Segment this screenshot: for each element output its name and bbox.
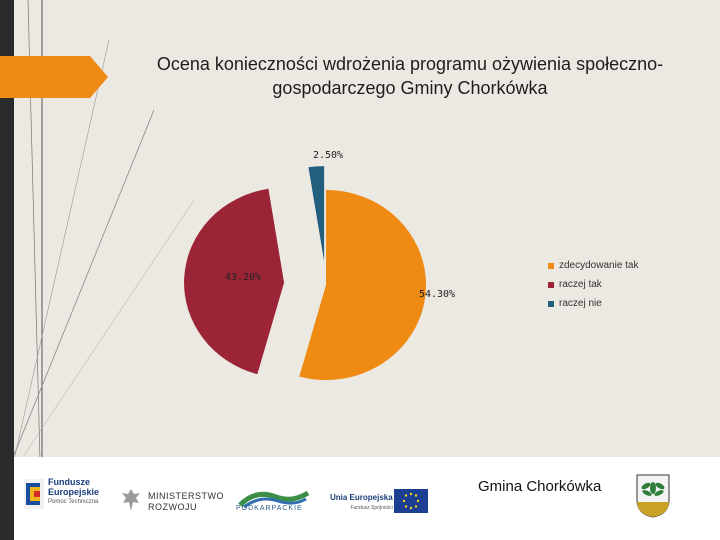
legend-label: raczej nie [559,298,602,309]
ministerstwo-text: MINISTERSTWO ROZWOJU [148,491,224,512]
polish-eagle-icon [120,487,142,518]
fundusze-logo [24,479,44,514]
pie-slice-raczej-nie [308,166,325,262]
pie-slice-raczej-tak [184,188,285,375]
podkarpackie-text: PODKARPACKIE [236,505,303,512]
chart-title: Ocena konieczności wdrożenia programu oż… [156,54,664,98]
legend-swatch [548,300,554,307]
left-dark-bar [0,0,14,540]
gmina-coat-of-arms-icon [636,474,670,523]
footer-logos-bar: Fundusze Europejskie Pomoc Techniczna MI… [0,457,720,540]
legend-swatch [548,281,554,288]
legend-swatch [548,262,554,269]
eu-flag-icon [394,489,428,518]
legend-item-raczej-nie: raczej nie [548,294,639,313]
fundusze-text: Fundusze Europejskie Pomoc Techniczna [48,477,100,505]
data-label-raczej-tak: 43.20% [225,272,261,283]
footer-dark-strip [0,457,14,540]
pie-chart: 54.30% 43.20% 2.50% [184,150,455,380]
legend-item-raczej-tak: raczej tak [548,275,639,294]
gmina-label: Gmina Chorkówka [478,478,602,495]
data-label-raczej-nie: 2.50% [313,150,343,161]
legend-item-zdecydowanie-tak: zdecydowanie tak [548,256,639,275]
data-label-zdecydowanie-tak: 54.30% [419,289,455,300]
chart-legend: zdecydowanie tak raczej tak raczej nie [548,256,639,313]
orange-tab-decoration [0,56,108,98]
pie-slice-zdecydowanie-tak [299,190,427,380]
legend-label: zdecydowanie tak [559,260,639,271]
unia-text: Unia Europejska Fundusz Spójności [330,493,393,511]
podkarpackie-logo [236,487,312,520]
legend-label: raczej tak [559,279,602,290]
